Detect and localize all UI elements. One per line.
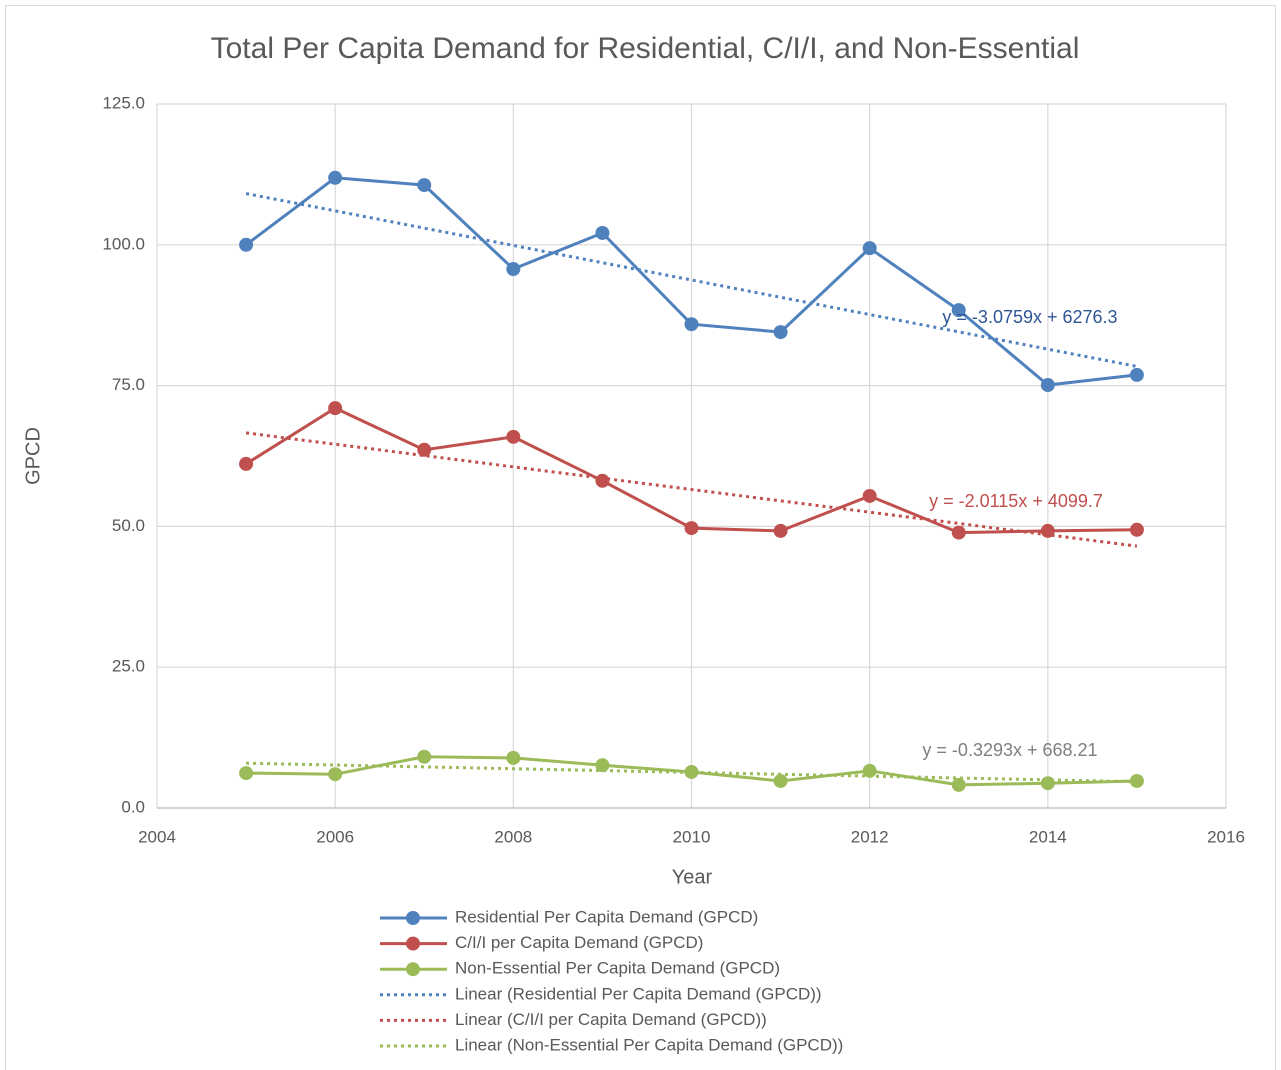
data-point xyxy=(1129,367,1144,382)
x-tick-label: 2014 xyxy=(1029,827,1067,846)
data-point xyxy=(1129,773,1144,788)
data-point xyxy=(951,777,966,792)
data-point xyxy=(951,525,966,540)
data-point xyxy=(595,225,610,240)
legend-label: Linear (Residential Per Capita Demand (G… xyxy=(455,984,822,1003)
trend-equation: y = -2.0115x + 4099.7 xyxy=(929,491,1103,511)
data-point xyxy=(417,178,432,193)
data-point xyxy=(417,749,432,764)
trend-equation: y = -3.0759x + 6276.3 xyxy=(942,307,1117,327)
y-tick-label: 75.0 xyxy=(112,375,145,394)
data-point xyxy=(773,523,788,538)
data-point xyxy=(1040,378,1055,393)
legend-label: C/I/I per Capita Demand (GPCD) xyxy=(455,933,703,952)
data-point xyxy=(1040,776,1055,791)
legend-marker xyxy=(406,962,420,977)
data-point xyxy=(684,317,699,332)
data-point xyxy=(506,429,521,444)
chart-title: Total Per Capita Demand for Residential,… xyxy=(211,32,1080,65)
data-point xyxy=(684,521,699,536)
data-point xyxy=(595,758,610,773)
y-tick-label: 125.0 xyxy=(102,93,145,112)
data-point xyxy=(773,773,788,788)
data-point xyxy=(239,766,254,781)
x-tick-label: 2008 xyxy=(494,827,532,846)
trend-line xyxy=(245,431,1138,548)
data-point xyxy=(862,763,877,778)
legend-marker xyxy=(406,936,420,951)
data-point xyxy=(239,237,254,252)
data-point xyxy=(862,488,877,503)
legend-marker xyxy=(406,911,420,925)
legend-label: Linear (C/I/I per Capita Demand (GPCD)) xyxy=(455,1010,767,1029)
trend-line xyxy=(246,761,1137,784)
legend-label: Non-Essential Per Capita Demand (GPCD) xyxy=(455,959,780,978)
y-axis-label: GPCD xyxy=(22,427,44,485)
data-point xyxy=(328,170,343,185)
x-tick-label: 2004 xyxy=(138,827,176,846)
trend-line xyxy=(245,192,1138,368)
y-tick-label: 25.0 xyxy=(112,657,145,676)
y-tick-label: 100.0 xyxy=(102,234,145,253)
y-tick-label: 0.0 xyxy=(121,797,145,816)
legend-label: Linear (Non-Essential Per Capita Demand … xyxy=(455,1035,843,1054)
x-tick-label: 2012 xyxy=(851,827,889,846)
data-point xyxy=(328,401,343,416)
data-point xyxy=(1129,522,1144,537)
x-tick-label: 2016 xyxy=(1207,827,1245,846)
trend-equation: y = -0.3293x + 668.21 xyxy=(922,740,1097,760)
data-point xyxy=(328,767,343,782)
chart-frame xyxy=(5,5,1276,1070)
data-point xyxy=(239,456,254,471)
data-point xyxy=(506,750,521,765)
data-point xyxy=(1040,523,1055,538)
x-tick-label: 2010 xyxy=(673,827,711,846)
data-point xyxy=(684,764,699,779)
y-tick-label: 50.0 xyxy=(112,516,145,535)
data-point xyxy=(417,442,432,457)
x-tick-label: 2006 xyxy=(316,827,354,846)
data-point xyxy=(506,262,521,277)
data-point xyxy=(595,473,610,488)
data-point xyxy=(951,303,966,318)
legend-label: Residential Per Capita Demand (GPCD) xyxy=(455,907,758,926)
data-point xyxy=(773,325,788,340)
x-axis-label: Year xyxy=(672,866,713,888)
data-point xyxy=(862,241,877,256)
